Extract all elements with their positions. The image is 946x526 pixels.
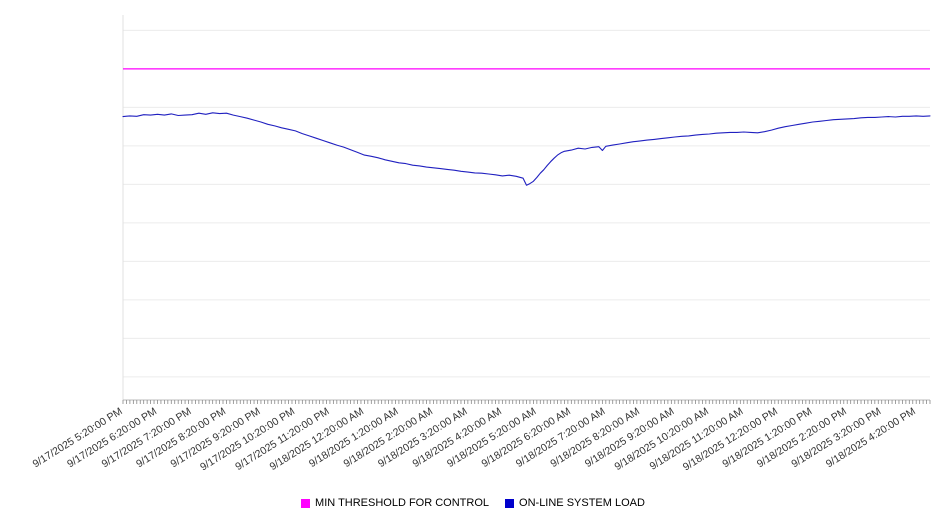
online-system-load-color-swatch [505, 498, 515, 508]
online-system-load-line [122, 112, 931, 186]
legend-item-min-threshold[interactable]: MIN THRESHOLD FOR CONTROL [301, 497, 489, 509]
legend-label-min-threshold: MIN THRESHOLD FOR CONTROL [315, 497, 490, 509]
legend-label-online-system-load: ON-LINE SYSTEM LOAD [519, 497, 645, 509]
min-threshold-color-swatch [301, 498, 311, 508]
chart-legend: MIN THRESHOLD FOR CONTROL ON-LINE SYSTEM… [0, 497, 946, 509]
legend-item-online-system-load[interactable]: ON-LINE SYSTEM LOAD [505, 497, 645, 509]
